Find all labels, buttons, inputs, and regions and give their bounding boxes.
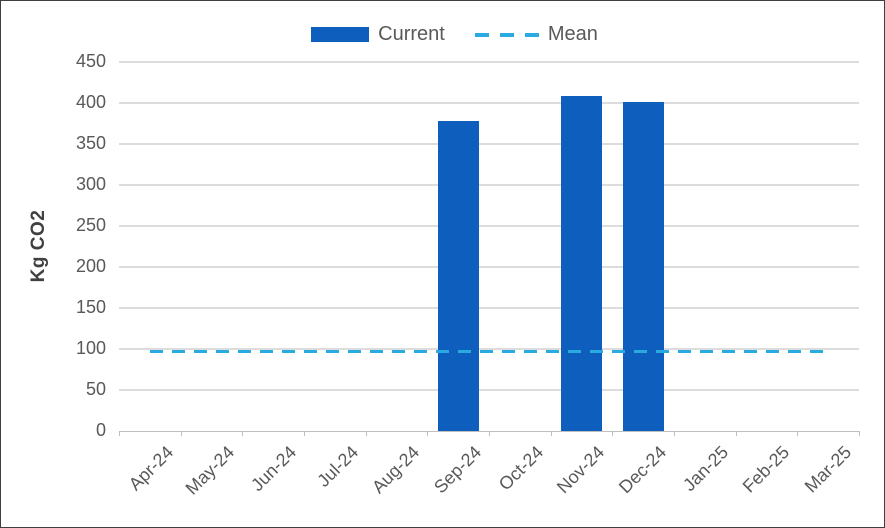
x-axis-tick: [304, 431, 305, 436]
bar-dec-24[interactable]: [622, 102, 664, 431]
x-axis-tick: [180, 431, 182, 436]
x-tick-label-oct-24: Oct-24: [494, 442, 547, 495]
x-axis-tick: [550, 431, 552, 436]
y-tick-label: 50: [85, 379, 106, 399]
y-tick-label: 100: [75, 338, 106, 358]
x-tick-label-may-24: May-24: [182, 442, 239, 499]
x-tick-label-nov-24: Nov-24: [553, 442, 609, 498]
x-axis-tick: [489, 431, 490, 436]
legend-label-current: Current: [378, 23, 445, 45]
y-tick-label: 200: [75, 256, 106, 276]
x-axis-tick: [797, 431, 799, 436]
bar-sep-24[interactable]: [437, 121, 479, 431]
gridline-100: [119, 348, 859, 350]
y-tick-label: 350: [75, 133, 106, 153]
x-axis-tick: [119, 431, 120, 436]
legend-label-mean: Mean: [547, 23, 598, 45]
y-tick-label: 250: [75, 215, 106, 235]
x-axis-tick: [859, 431, 860, 436]
x-axis-tick: [612, 431, 614, 436]
legend-item-current[interactable]: Current: [311, 23, 445, 46]
x-tick-label-feb-25: Feb-25: [739, 442, 794, 497]
y-tick-label: 400: [75, 92, 106, 112]
mean-line[interactable]: [149, 349, 829, 353]
legend-item-mean[interactable]: Mean: [474, 23, 598, 46]
x-tick-label-sep-24: Sep-24: [430, 442, 486, 498]
gridline-50: [119, 389, 859, 391]
gridline-450: [119, 61, 859, 63]
y-tick-label: 0: [95, 420, 106, 440]
mean-series-swatch-icon: [474, 32, 539, 37]
x-axis-tick: [365, 431, 367, 436]
y-tick-label: 150: [75, 297, 106, 317]
y-tick-label: 300: [75, 174, 106, 194]
gridline-200: [119, 266, 859, 268]
current-series-swatch-icon: [311, 27, 370, 42]
chart-legend: Current Mean: [13, 23, 884, 46]
gridline-350: [119, 143, 859, 145]
gridline-400: [119, 102, 859, 104]
gridline-300: [119, 184, 859, 186]
x-axis-tick: [242, 431, 244, 436]
x-tick-label-jul-24: Jul-24: [313, 442, 362, 491]
x-axis-tick: [427, 431, 429, 436]
x-tick-label-aug-24: Aug-24: [368, 442, 424, 498]
x-tick-label-jan-25: Jan-25: [678, 442, 732, 496]
x-tick-label-jun-24: Jun-24: [247, 442, 301, 496]
bar-nov-24[interactable]: [561, 96, 602, 431]
x-tick-label-apr-24: Apr-24: [124, 442, 177, 495]
x-axis-tick: [735, 431, 737, 436]
y-tick-label: 450: [75, 51, 106, 71]
x-axis-tick: [674, 431, 675, 436]
gridline-250: [119, 225, 859, 227]
x-tick-label-dec-24: Dec-24: [615, 442, 671, 498]
gridline-150: [119, 307, 859, 309]
x-tick-label-mar-25: Mar-25: [800, 442, 856, 497]
